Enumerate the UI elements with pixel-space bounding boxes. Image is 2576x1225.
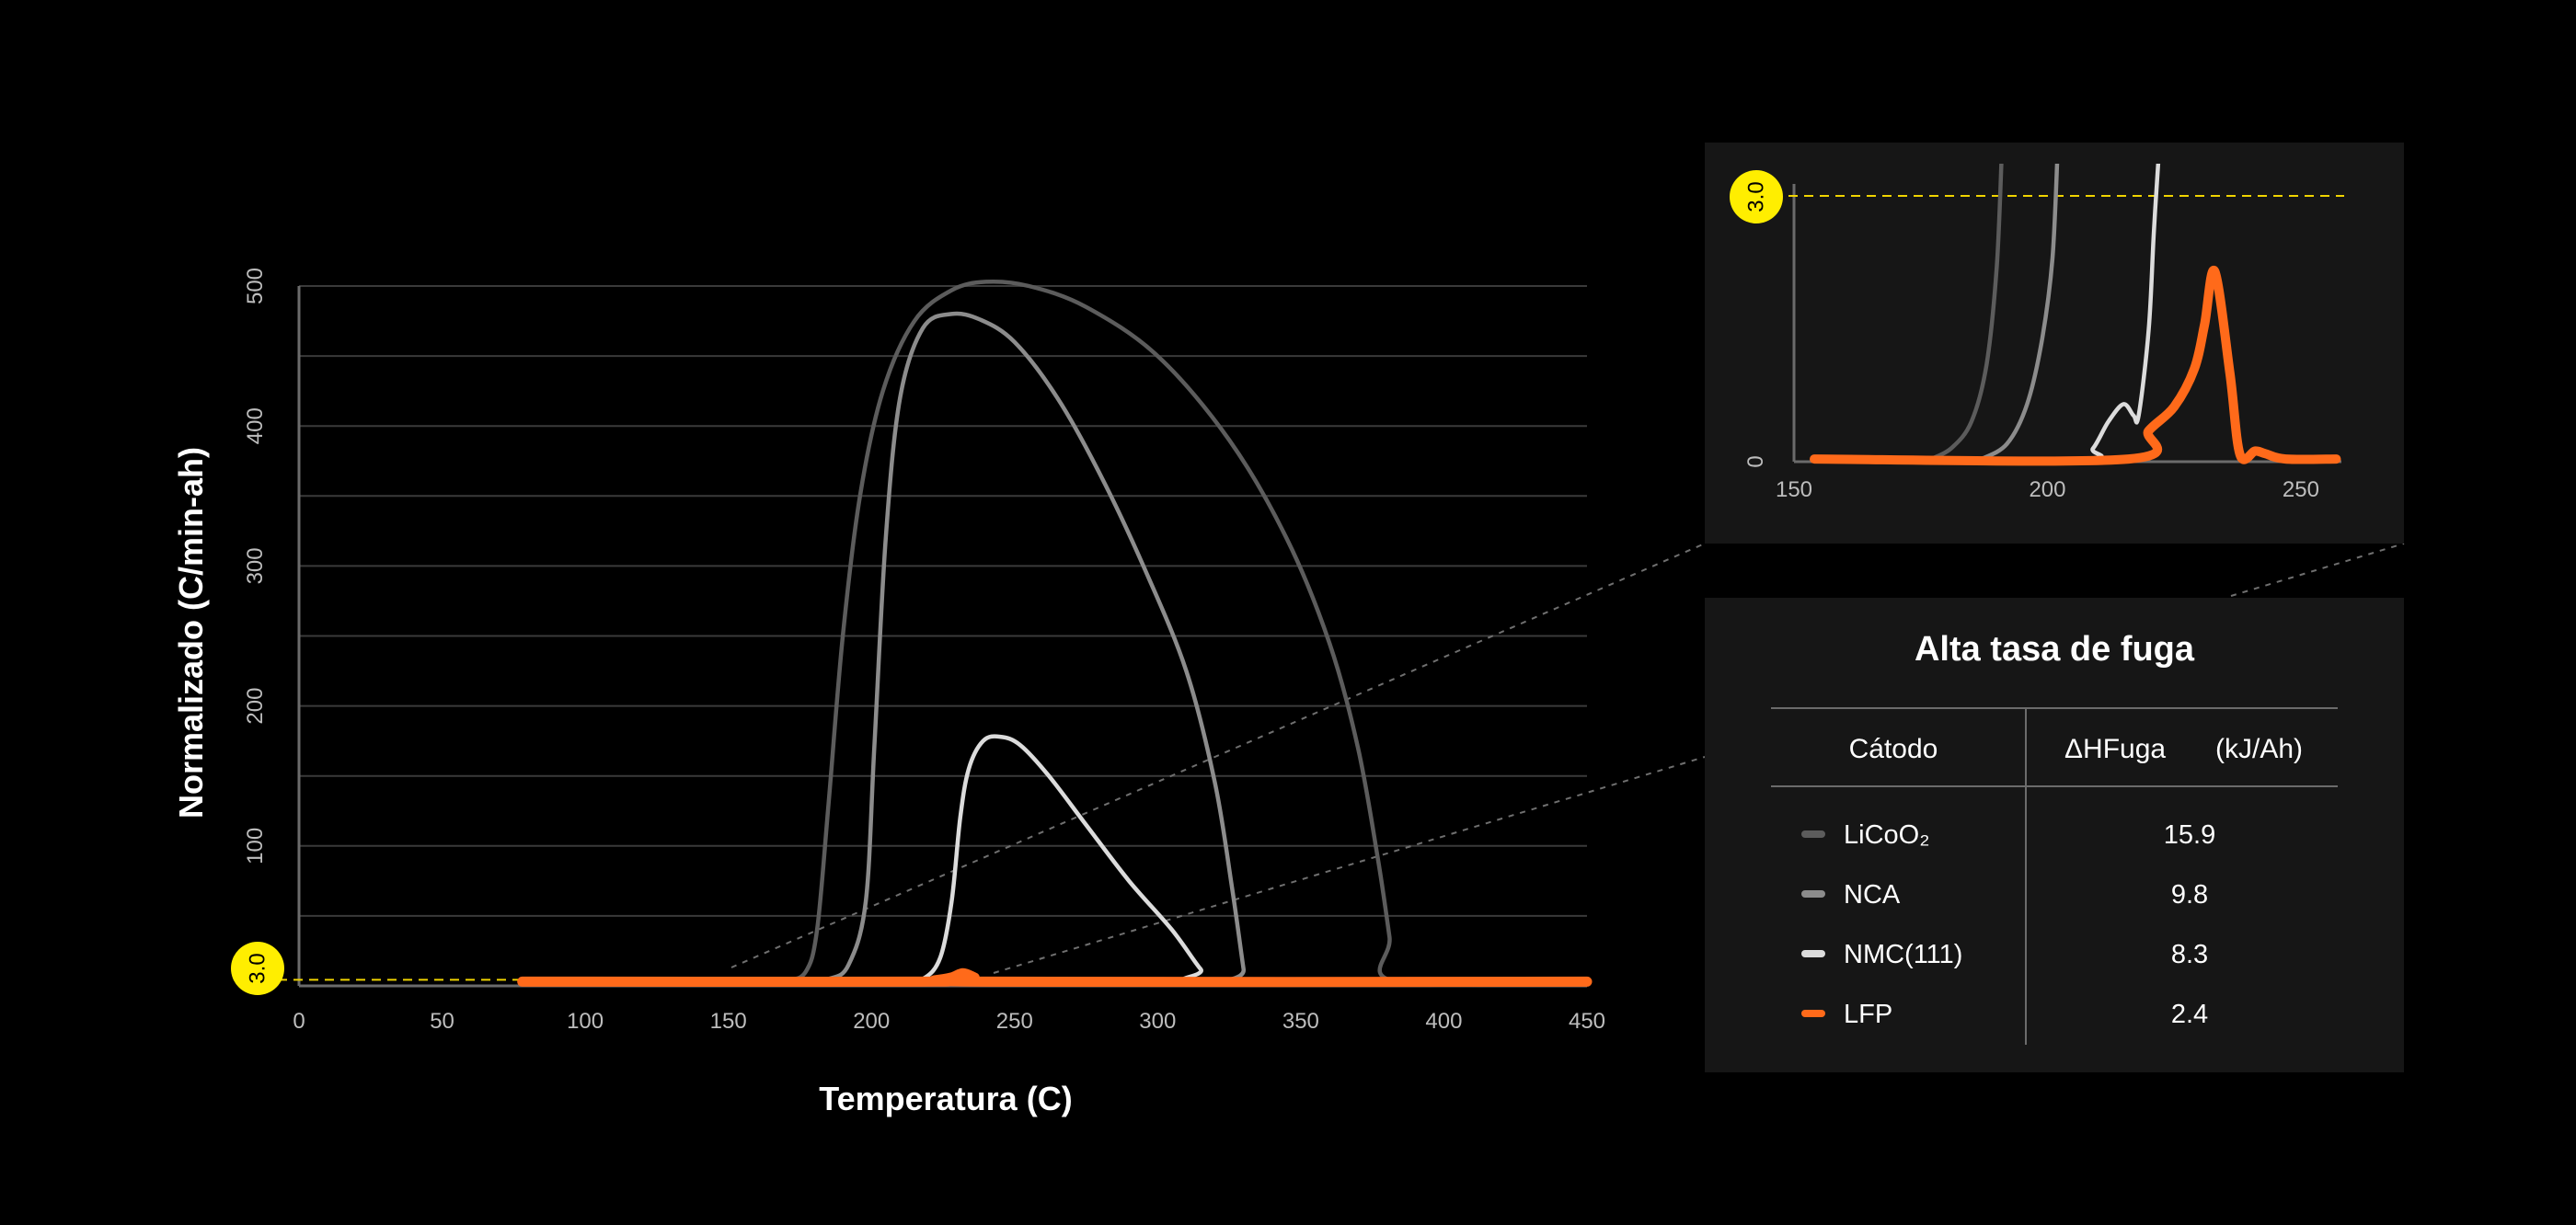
inset-x-tick-labels: 150 200 250 — [1776, 477, 2319, 502]
table-row-cathode: NMC(111) — [1844, 940, 1962, 969]
zoom-guide-lines — [730, 543, 2405, 974]
inset-x-tick-label: 150 — [1776, 477, 1812, 502]
main-series-lines — [517, 279, 1593, 988]
main-y-tick-labels: 100 200 300 400 500 — [243, 268, 268, 864]
main-y-axis-title: Normalizado (C/min-ah) — [172, 447, 210, 819]
main-x-tick-label: 300 — [1139, 1009, 1176, 1034]
main-series-licoo — [520, 279, 1590, 988]
table-row-cathode: LiCoO₂ — [1844, 820, 1929, 850]
table-rows: LiCoO₂ 15.9 NCA 9.8 NMC(111) 8.3 LFP 2.4 — [1801, 820, 2215, 1029]
table-row: LiCoO₂ 15.9 — [1801, 820, 2215, 850]
table-row: LFP 2.4 — [1801, 1000, 2208, 1029]
table-row-value: 9.8 — [2171, 880, 2208, 910]
main-x-tick-label: 200 — [853, 1009, 890, 1034]
table-row-value: 15.9 — [2164, 820, 2215, 850]
main-x-tick-labels: 0 50 100 150 200 250 300 350 400 450 — [293, 1009, 1605, 1034]
main-y-tick-label: 300 — [243, 547, 268, 584]
table-header-cathode: Cátodo — [1849, 734, 1938, 764]
main-x-tick-label: 250 — [996, 1009, 1033, 1034]
table-row: NCA 9.8 — [1801, 880, 2208, 910]
table-header-enthalpy: ΔHFuga — [2064, 734, 2166, 764]
inset-series-licoo — [1928, 164, 2004, 462]
main-x-tick-label: 100 — [567, 1009, 604, 1034]
main-x-tick-label: 450 — [1569, 1009, 1605, 1034]
main-x-tick-label: 150 — [710, 1009, 747, 1034]
main-x-tick-label: 50 — [430, 1009, 454, 1034]
zoom-guide-line — [993, 756, 1706, 974]
inset-threshold-badge: 3.0 — [1730, 170, 1783, 223]
inset-y-tick-label: 0 — [1743, 455, 1768, 467]
main-chart: 0 50 100 150 200 250 300 350 400 450 100 200 300 400… — [172, 268, 2405, 1117]
main-threshold-badge-label: 3.0 — [246, 953, 270, 983]
inset-x-tick-label: 250 — [2283, 477, 2319, 502]
table-row-cathode: NCA — [1844, 880, 1901, 910]
inset-x-tick-label: 200 — [2029, 477, 2065, 502]
table-row: NMC(111) 8.3 — [1801, 940, 2208, 969]
main-gridlines — [299, 285, 1587, 917]
inset-threshold-badge-circle — [1730, 170, 1783, 223]
inset-series-nca — [1979, 164, 2060, 462]
table-title: Alta tasa de fuga — [1915, 630, 2195, 669]
main-y-tick-label: 500 — [243, 268, 268, 304]
zoom-guide-line — [730, 543, 1706, 968]
main-x-tick-label: 400 — [1425, 1009, 1462, 1034]
main-series-lfp — [517, 967, 1593, 988]
inset-series-lines — [1810, 164, 2341, 466]
table-panel: Alta tasa de fuga Cátodo ΔHFuga (kJ/Ah) … — [1705, 598, 2404, 1072]
table-row-value: 2.4 — [2171, 1000, 2208, 1029]
table-row-cathode: LFP — [1844, 1000, 1892, 1029]
inset-y-tick-labels: 0 — [1743, 455, 1768, 467]
main-threshold-badge-circle — [231, 942, 284, 995]
main-y-tick-label: 400 — [243, 407, 268, 444]
main-x-tick-label: 0 — [293, 1009, 305, 1034]
main-series-nca — [520, 311, 1590, 985]
main-threshold-badge: 3.0 — [231, 942, 284, 995]
main-y-tick-label: 200 — [243, 688, 268, 725]
table-row-value: 8.3 — [2171, 940, 2208, 969]
table-header-unit: (kJ/Ah) — [2215, 734, 2303, 764]
inset-panel: 150 200 250 0 3.0 — [1705, 143, 2404, 544]
inset-threshold-badge-label: 3.0 — [1744, 181, 1769, 212]
main-x-tick-label: 350 — [1282, 1009, 1319, 1034]
main-y-tick-label: 100 — [243, 828, 268, 864]
inset-series-lfp — [1810, 265, 2341, 466]
main-x-axis-title: Temperatura (C) — [819, 1080, 1072, 1117]
